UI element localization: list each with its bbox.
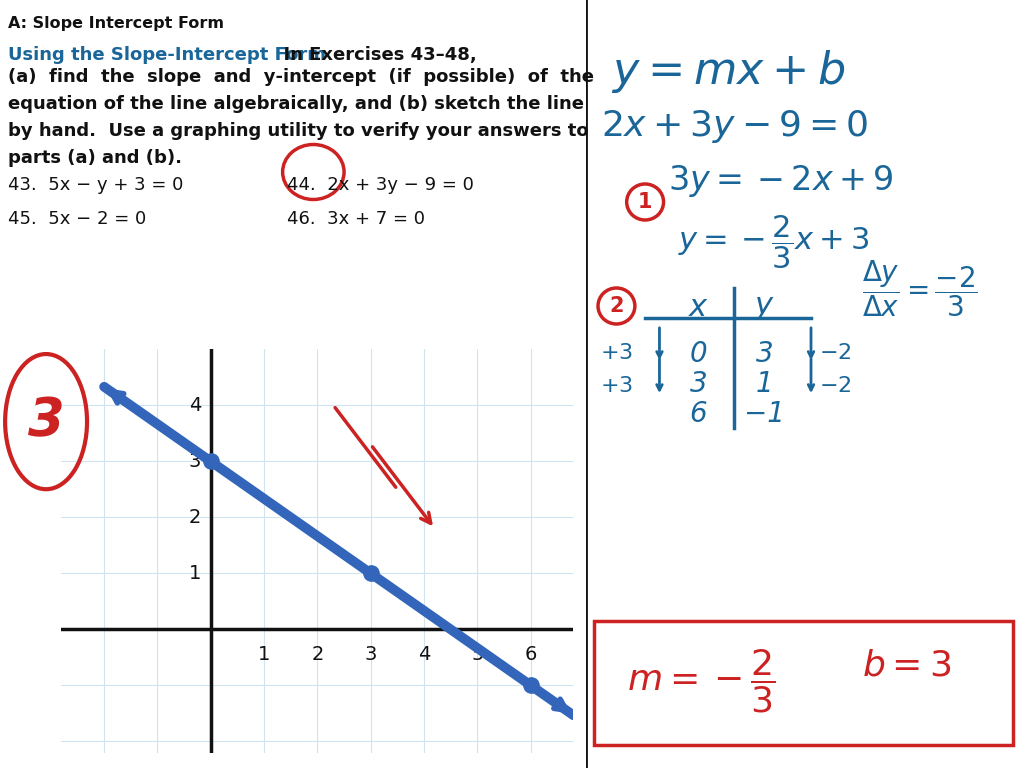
Text: 2: 2 — [311, 645, 324, 664]
FancyBboxPatch shape — [594, 621, 1013, 745]
Text: $+3$: $+3$ — [600, 376, 633, 396]
Text: 2: 2 — [609, 296, 624, 316]
Text: 1: 1 — [258, 645, 270, 664]
Text: $-2$: $-2$ — [819, 343, 852, 363]
Text: (a)  find  the  slope  and  y-intercept  (if  possible)  of  the: (a) find the slope and y-intercept (if p… — [8, 68, 594, 86]
Text: 4: 4 — [188, 396, 201, 415]
Text: $-2$: $-2$ — [819, 376, 852, 396]
Text: 1: 1 — [638, 192, 652, 212]
Text: 2: 2 — [188, 508, 201, 527]
Text: 0: 0 — [689, 340, 708, 368]
Text: $3y = -2x + 9$: $3y = -2x + 9$ — [668, 163, 893, 199]
Text: 3: 3 — [188, 452, 201, 471]
Text: In Exercises 43–48,: In Exercises 43–48, — [271, 46, 477, 64]
Text: $y = -\dfrac{2}{3}x + 3$: $y = -\dfrac{2}{3}x + 3$ — [678, 213, 869, 270]
Text: 1: 1 — [756, 370, 774, 398]
Text: $+3$: $+3$ — [600, 343, 633, 363]
Text: 3: 3 — [756, 340, 774, 368]
Text: $y$: $y$ — [755, 293, 775, 322]
Text: 3: 3 — [365, 645, 377, 664]
Text: 3: 3 — [28, 396, 65, 448]
Text: $b = 3$: $b = 3$ — [862, 648, 951, 682]
Text: $\dfrac{\Delta y}{\Delta x} = \dfrac{-2}{3}$: $\dfrac{\Delta y}{\Delta x} = \dfrac{-2}… — [862, 258, 978, 319]
Text: $y = mx+b$: $y = mx+b$ — [611, 48, 846, 95]
Text: $x$: $x$ — [688, 293, 709, 322]
Text: 3: 3 — [689, 370, 708, 398]
Text: parts (a) and (b).: parts (a) and (b). — [8, 149, 182, 167]
Text: A: Slope Intercept Form: A: Slope Intercept Form — [8, 16, 224, 31]
Text: $m = -\dfrac{2}{3}$: $m = -\dfrac{2}{3}$ — [627, 648, 775, 715]
Text: 6: 6 — [524, 645, 537, 664]
Text: 44.  2x + 3y − 9 = 0: 44. 2x + 3y − 9 = 0 — [287, 176, 473, 194]
Text: 46.  3x + 7 = 0: 46. 3x + 7 = 0 — [287, 210, 425, 228]
Text: equation of the line algebraically, and (b) sketch the line: equation of the line algebraically, and … — [8, 95, 584, 113]
Text: by hand.  Use a graphing utility to verify your answers to: by hand. Use a graphing utility to verif… — [8, 122, 589, 140]
Text: 6: 6 — [689, 400, 708, 428]
Text: $2x + 3y - 9 = 0$: $2x + 3y - 9 = 0$ — [601, 108, 868, 145]
Text: 45.  5x − 2 = 0: 45. 5x − 2 = 0 — [8, 210, 146, 228]
Text: 43.  5x − y + 3 = 0: 43. 5x − y + 3 = 0 — [8, 176, 183, 194]
Text: Using the Slope-Intercept Form: Using the Slope-Intercept Form — [8, 46, 327, 64]
Text: 1: 1 — [188, 564, 201, 583]
Text: −1: −1 — [744, 400, 785, 428]
Text: 5: 5 — [471, 645, 483, 664]
Text: 4: 4 — [418, 645, 430, 664]
